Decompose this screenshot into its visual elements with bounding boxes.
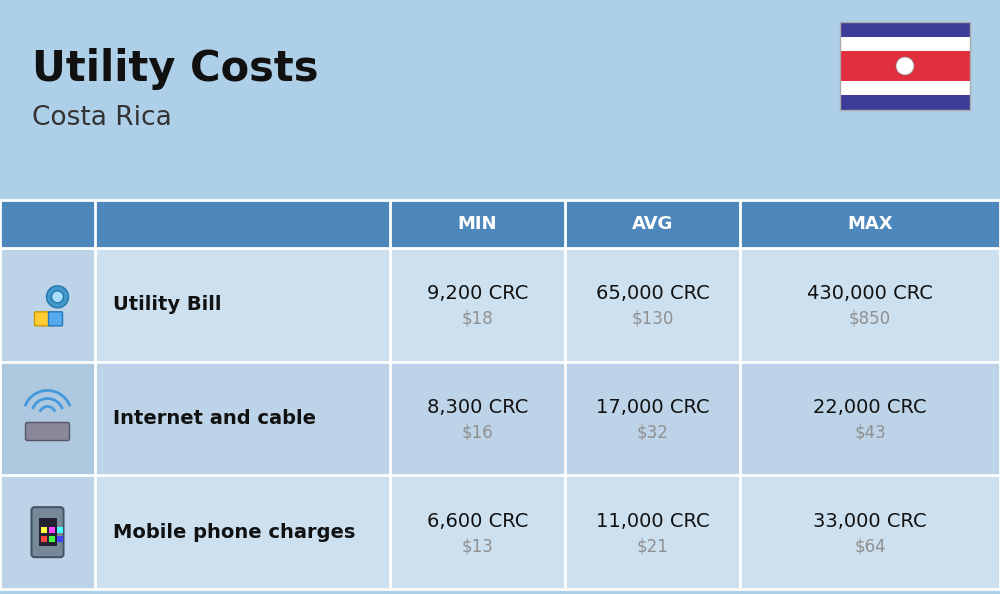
Text: $64: $64 <box>854 537 886 555</box>
Bar <box>0 200 1000 248</box>
Circle shape <box>52 291 64 303</box>
Bar <box>840 22 970 37</box>
Text: 22,000 CRC: 22,000 CRC <box>813 398 927 417</box>
Bar <box>40 527 46 533</box>
Bar <box>840 22 970 110</box>
Text: $43: $43 <box>854 424 886 441</box>
Text: 6,600 CRC: 6,600 CRC <box>427 511 528 530</box>
Bar <box>0 475 1000 589</box>
Text: $850: $850 <box>849 310 891 328</box>
FancyBboxPatch shape <box>48 312 62 326</box>
Bar <box>0 362 1000 475</box>
Text: Internet and cable: Internet and cable <box>113 409 316 428</box>
Bar <box>840 51 970 81</box>
Text: AVG: AVG <box>632 215 673 233</box>
Bar <box>840 81 970 95</box>
Text: 65,000 CRC: 65,000 CRC <box>596 285 709 304</box>
Text: $32: $32 <box>637 424 668 441</box>
Bar <box>0 475 95 589</box>
Text: MIN: MIN <box>458 215 497 233</box>
Text: $13: $13 <box>462 537 493 555</box>
Circle shape <box>46 286 68 308</box>
Text: $16: $16 <box>462 424 493 441</box>
Text: 17,000 CRC: 17,000 CRC <box>596 398 709 417</box>
Bar <box>56 527 62 533</box>
Text: 33,000 CRC: 33,000 CRC <box>813 511 927 530</box>
Text: 430,000 CRC: 430,000 CRC <box>807 285 933 304</box>
Text: MAX: MAX <box>847 215 893 233</box>
Text: Utility Bill: Utility Bill <box>113 295 222 314</box>
Bar <box>40 536 46 542</box>
Bar <box>0 362 95 475</box>
Bar <box>0 248 95 362</box>
Text: Mobile phone charges: Mobile phone charges <box>113 523 355 542</box>
FancyBboxPatch shape <box>26 422 70 441</box>
Text: $130: $130 <box>631 310 674 328</box>
Bar <box>56 536 62 542</box>
Text: 11,000 CRC: 11,000 CRC <box>596 511 709 530</box>
Text: $21: $21 <box>637 537 668 555</box>
Text: 8,300 CRC: 8,300 CRC <box>427 398 528 417</box>
Circle shape <box>896 57 914 75</box>
Bar <box>48 536 54 542</box>
Text: 9,200 CRC: 9,200 CRC <box>427 285 528 304</box>
Text: Utility Costs: Utility Costs <box>32 48 318 90</box>
Text: Costa Rica: Costa Rica <box>32 105 172 131</box>
FancyBboxPatch shape <box>32 507 64 557</box>
Bar <box>840 95 970 110</box>
Text: $18: $18 <box>462 310 493 328</box>
Bar <box>38 518 56 546</box>
FancyBboxPatch shape <box>34 312 52 326</box>
Bar <box>840 37 970 51</box>
Bar <box>48 527 54 533</box>
Bar <box>0 248 1000 362</box>
